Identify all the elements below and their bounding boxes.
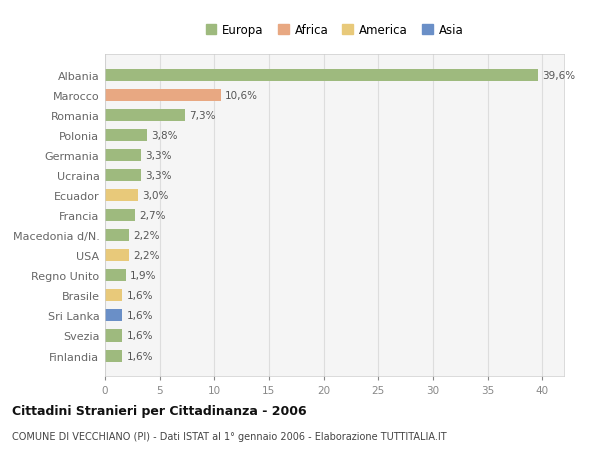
Text: 2,7%: 2,7% — [139, 211, 166, 221]
Bar — [105, 230, 129, 242]
Text: 3,8%: 3,8% — [151, 131, 178, 141]
Text: 10,6%: 10,6% — [225, 91, 258, 101]
Text: 39,6%: 39,6% — [542, 71, 575, 81]
Bar — [105, 290, 122, 302]
Bar — [105, 330, 122, 342]
Text: 2,2%: 2,2% — [133, 231, 160, 241]
Text: 3,0%: 3,0% — [142, 191, 169, 201]
Bar — [105, 190, 138, 202]
Bar — [105, 90, 221, 102]
Bar — [105, 70, 538, 82]
Text: 7,3%: 7,3% — [189, 111, 215, 121]
Text: Cittadini Stranieri per Cittadinanza - 2006: Cittadini Stranieri per Cittadinanza - 2… — [12, 404, 307, 417]
Text: 1,6%: 1,6% — [127, 311, 154, 321]
Bar — [105, 350, 122, 362]
Bar — [105, 110, 185, 122]
Text: 1,6%: 1,6% — [127, 331, 154, 341]
Bar — [105, 250, 129, 262]
Text: COMUNE DI VECCHIANO (PI) - Dati ISTAT al 1° gennaio 2006 - Elaborazione TUTTITAL: COMUNE DI VECCHIANO (PI) - Dati ISTAT al… — [12, 431, 446, 442]
Bar — [105, 310, 122, 322]
Legend: Europa, Africa, America, Asia: Europa, Africa, America, Asia — [201, 19, 468, 42]
Text: 3,3%: 3,3% — [145, 171, 172, 181]
Text: 1,9%: 1,9% — [130, 271, 157, 281]
Bar — [105, 210, 134, 222]
Text: 2,2%: 2,2% — [133, 251, 160, 261]
Text: 1,6%: 1,6% — [127, 291, 154, 301]
Text: 3,3%: 3,3% — [145, 151, 172, 161]
Bar — [105, 130, 146, 142]
Bar — [105, 150, 141, 162]
Text: 1,6%: 1,6% — [127, 351, 154, 361]
Bar — [105, 170, 141, 182]
Bar — [105, 270, 126, 282]
